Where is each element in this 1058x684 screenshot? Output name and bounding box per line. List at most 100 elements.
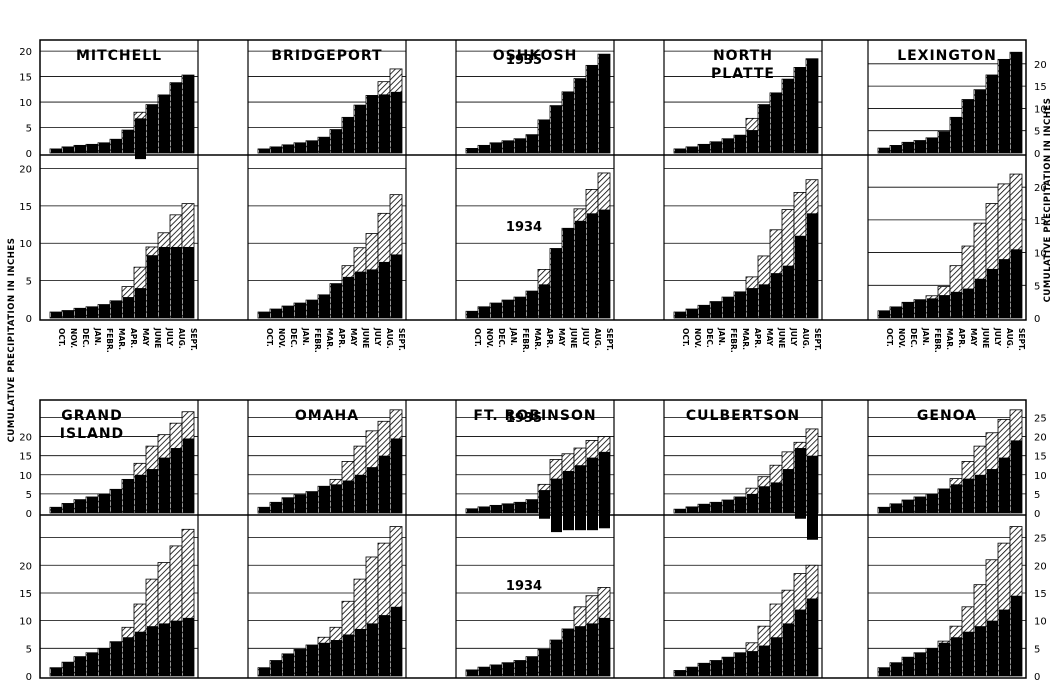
bar-normal [711,502,722,513]
bar-normal [503,140,514,153]
bar-normal [735,291,746,318]
bar-normal [379,615,390,676]
bar-normal [759,104,770,153]
bar-normal [975,89,986,153]
month-label: NOV. [693,328,702,348]
bar-normal [271,309,282,318]
y-tick-label: 10 [1034,617,1047,628]
bar-normal [747,651,758,676]
y-tick-label: 0 [26,149,32,160]
bar-normal [123,479,134,513]
bar-normal [295,303,306,318]
bar-normal [987,469,998,513]
month-label: SEPT. [813,328,822,351]
bar-normal [1011,52,1022,153]
bar-normal [51,312,62,318]
panel-ft-robinson-y1934 [465,587,611,677]
month-label: JAN. [509,327,518,346]
bar-normal [491,505,502,513]
month-label: FEBR. [313,328,322,353]
bar-normal [331,640,342,676]
y-tick-label: 10 [19,617,32,628]
bar-normal [319,294,330,318]
bar-normal [391,91,402,153]
bar-normal [951,637,962,676]
panel-north-platte-y1934 [673,179,819,319]
bar-normal [999,457,1010,513]
y-tick-label: 20 [19,164,32,175]
month-label: NOV. [277,328,286,348]
bar-normal [563,91,574,153]
bar-normal [891,662,902,676]
bar-normal [563,470,574,531]
bar-normal [587,623,598,676]
bar-normal [75,308,86,318]
bar-normal [783,265,794,318]
bar-normal [391,254,402,318]
bar-normal [527,134,538,153]
bar-normal [295,649,306,676]
bar-normal [575,220,586,318]
bar-normal [539,119,550,153]
month-label: JAN. [93,327,102,346]
month-label: NOV. [897,328,906,348]
panel-grand-island-y1934 [49,528,195,677]
bar-normal [587,65,598,153]
y-tick-label: 20 [1034,561,1047,572]
bar-normal [687,309,698,318]
month-label: JAN. [301,327,310,346]
bar-normal [135,118,146,160]
bar-normal [539,490,550,519]
bar-normal [159,94,170,153]
bar-normal [903,142,914,153]
bar-normal [759,284,770,318]
month-label: OCT. [473,328,482,347]
bar-normal [367,623,378,676]
bar-normal [551,105,562,153]
bar-normal [183,75,194,153]
bar-normal [879,148,890,153]
bar-normal [111,300,122,318]
panel-culbertson-y1935 [673,428,819,540]
bar-normal [723,657,734,676]
bar-normal [711,660,722,676]
bar-normal [307,491,318,513]
station-name: GENOA [917,408,977,424]
bar-normal [723,138,734,153]
month-label: MAY [141,328,150,347]
month-label: DEC. [909,328,918,348]
month-label: DEC. [497,328,506,348]
bar-normal [987,620,998,676]
y-tick-label: 15 [1034,82,1047,93]
bar-normal [759,645,770,676]
month-label: JUNE [981,327,990,348]
bar-normal [51,507,62,513]
bar-normal [123,637,134,676]
bar-normal [807,455,818,540]
bar-normal [87,144,98,153]
station-name: FT. ROBINSON [473,408,596,424]
month-label: AUG. [593,328,602,349]
y-tick-label: 5 [26,490,32,501]
bar-normal [539,649,550,676]
month-label: APR. [545,328,554,348]
bar-normal [999,609,1010,676]
bar-normal [479,306,490,318]
bar-normal [927,137,938,153]
bar-normal [75,145,86,153]
panel-bridgeport-y1935 [257,68,403,154]
month-label: MAR. [945,328,954,350]
bar-normal [687,667,698,676]
bar-normal [807,598,818,676]
bar-normal [515,138,526,153]
month-label: JUNE [153,327,162,348]
y-tick-label: 15 [19,452,32,463]
panel-ft-robinson-y1935 [465,436,611,533]
bar-normal [963,478,974,513]
bar-normal [271,502,282,513]
month-label: APR. [957,328,966,348]
station-name: MITCHELL [76,48,162,64]
panel-lexington-y1934 [877,173,1023,319]
month-label: FEBR. [105,328,114,353]
bar-normal [699,663,710,676]
